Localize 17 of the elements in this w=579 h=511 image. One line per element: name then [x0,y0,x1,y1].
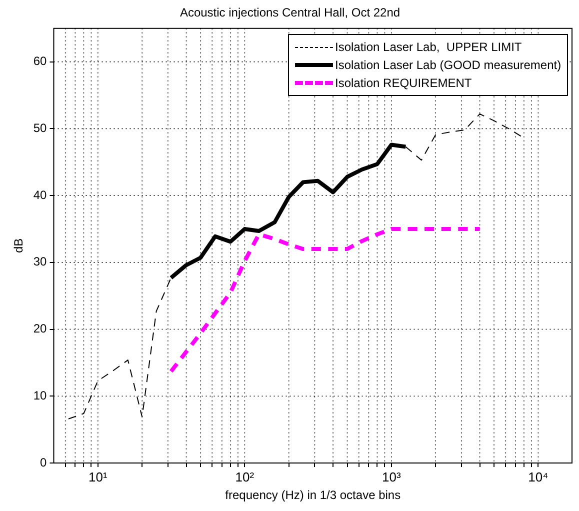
legend-label: Isolation REQUIREMENT [335,75,472,92]
legend-label: Isolation Laser Lab (GOOD measurement) [335,57,562,74]
x-tick-label: 10³ [382,469,402,484]
y-tick-label: 30 [33,254,48,269]
chart-title: Acoustic injections Central Hall, Oct 22nd [180,6,400,20]
y-axis-title: dB [12,238,26,254]
y-tick-label: 20 [33,322,48,336]
x-tick-label: 10⁴ [528,469,548,484]
y-tick-label: 0 [40,455,48,470]
x-tick-label: 10¹ [88,469,108,484]
y-tick-label: 50 [33,121,48,136]
y-tick-label: 60 [33,54,48,68]
x-axis-title: frequency (Hz) in 1/3 octave bins [225,488,401,502]
y-tick-label: 10 [33,388,48,402]
y-tick-label: 40 [33,188,48,202]
legend-label: Isolation Laser Lab, UPPER LIMIT [335,39,522,56]
x-tick-label: 10² [235,469,255,484]
